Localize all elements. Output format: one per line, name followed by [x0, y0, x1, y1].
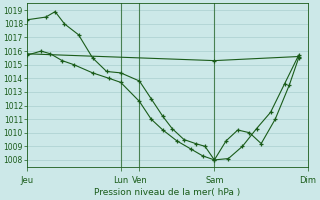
- X-axis label: Pression niveau de la mer( hPa ): Pression niveau de la mer( hPa ): [94, 188, 241, 197]
